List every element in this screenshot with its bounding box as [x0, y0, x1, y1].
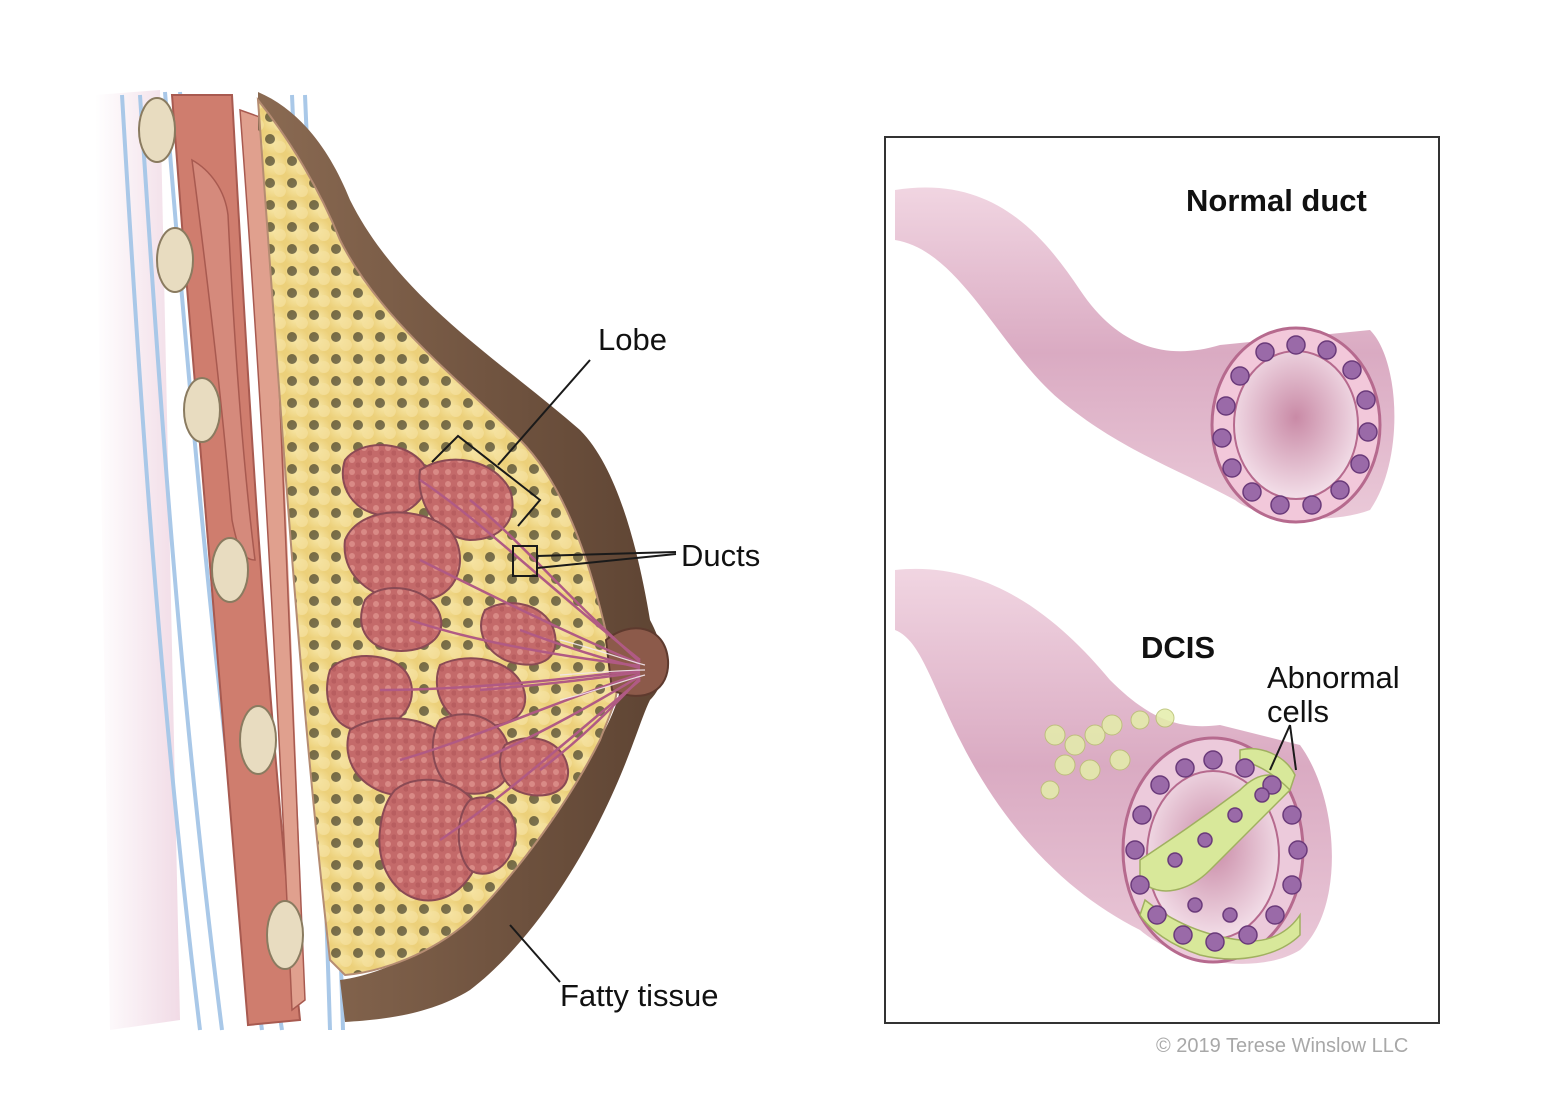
lobe-label: Lobe [598, 322, 667, 357]
normal-duct-drawing [895, 187, 1395, 524]
chest-wall [95, 90, 180, 1030]
lobe-bracket [431, 359, 591, 527]
dcis-duct-drawing [895, 568, 1332, 964]
ducts-indicator [512, 545, 677, 577]
fatty-tissue-label: Fatty tissue [560, 978, 719, 1013]
abnormal-cells-label-line2: cells [1267, 694, 1330, 729]
copyright-notice: © 2019 Terese Winslow LLC [1156, 1035, 1409, 1057]
inset-frame [884, 136, 1440, 1024]
ribs [138, 97, 304, 970]
normal-duct-label: Normal duct [1186, 183, 1367, 218]
abnormal-cells-pointer [1269, 724, 1297, 771]
fatty-tissue-pointer [509, 924, 561, 983]
lobules [326, 444, 570, 902]
abnormal-cells-label-line1: Abnormal [1267, 660, 1400, 695]
ducts-label: Ducts [681, 538, 761, 573]
ducts [379, 478, 641, 842]
dcis-label: DCIS [1141, 630, 1216, 665]
